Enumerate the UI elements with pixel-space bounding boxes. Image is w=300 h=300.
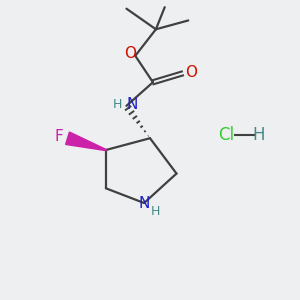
Text: N: N bbox=[126, 97, 137, 112]
Text: H: H bbox=[253, 126, 265, 144]
Text: H: H bbox=[112, 98, 122, 111]
Text: O: O bbox=[184, 65, 196, 80]
Polygon shape bbox=[66, 132, 106, 151]
Text: F: F bbox=[54, 129, 63, 144]
Text: N: N bbox=[138, 196, 150, 211]
Text: H: H bbox=[151, 205, 160, 218]
Text: O: O bbox=[124, 46, 136, 61]
Text: Cl: Cl bbox=[218, 126, 235, 144]
